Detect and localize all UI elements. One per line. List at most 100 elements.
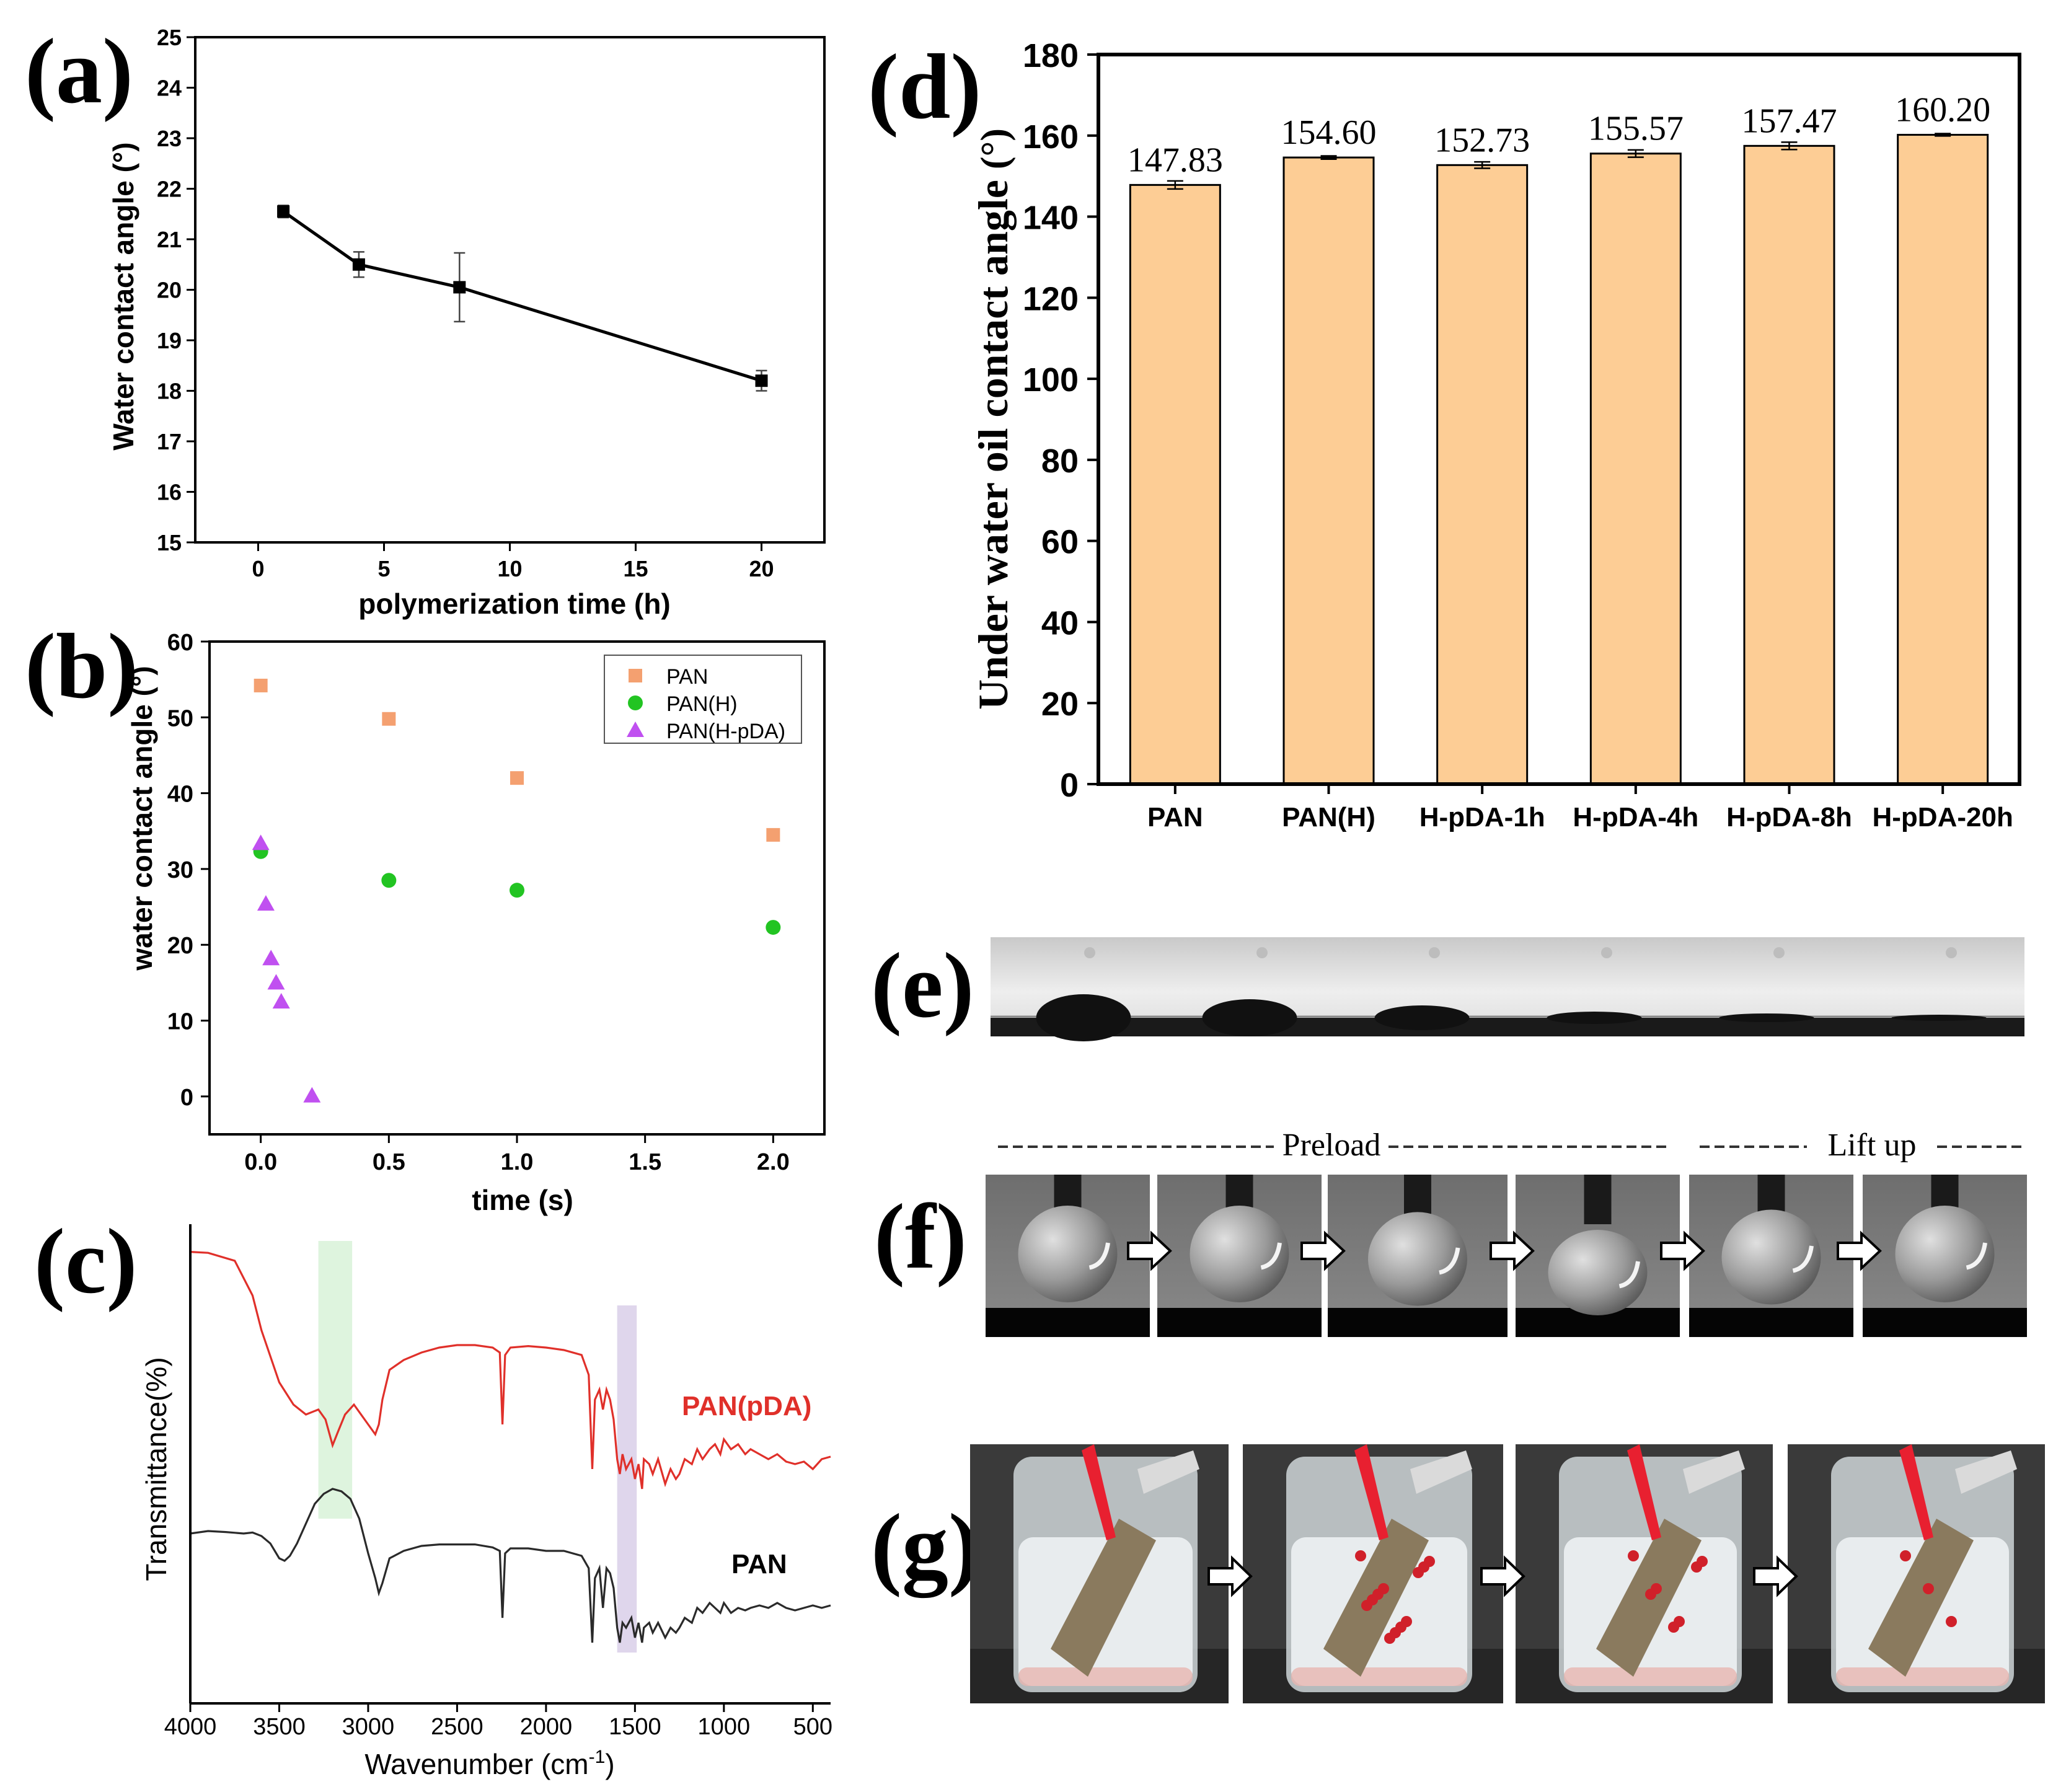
chart-a: 15 16 17 18 19 20 21 22 23 24 25 0 5 10 15 20 Water co… (107, 25, 826, 620)
panel-label-a: (a) (25, 20, 133, 123)
f-oil-droplet (1895, 1206, 1995, 1302)
c-xtick-label: 500 (793, 1714, 832, 1740)
g-tweezer (1683, 1450, 1745, 1494)
g-photo-frame (1788, 1444, 2045, 1703)
d-value-label: 155.57 (1588, 110, 1684, 148)
e-photo-frame (1163, 937, 1335, 1036)
chart-a-x-label: polymerization time (h) (358, 588, 670, 620)
panel-label-f: (f) (874, 1185, 967, 1288)
d-ytick-label: 120 (1023, 280, 1079, 317)
d-ytick-label: 140 (1023, 200, 1079, 237)
panel-e-photo-strip (991, 937, 2024, 1041)
e-water-droplet (1719, 1013, 1814, 1022)
d-xtick-label: H-pDA-4h (1573, 802, 1698, 832)
chart-d-bars: 147.83 154.60 152.73 155.57 157.47 160.20 (1128, 90, 1990, 785)
chart-d-y-label: Under water oil contact angle (°) (969, 128, 1017, 710)
chart-b-y-axis: 0 10 20 30 40 50 60 (167, 630, 210, 1111)
g-photo-frame (1243, 1444, 1503, 1703)
a-ytick-label: 19 (157, 328, 182, 353)
b-point-circle (766, 920, 781, 935)
e-dust-speck (1773, 947, 1785, 958)
d-ytick-label: 20 (1041, 686, 1079, 723)
g-oil-drop (1923, 1583, 1934, 1594)
chart-b-series (252, 678, 781, 1103)
c-xtick-label: 2500 (431, 1714, 483, 1740)
b-point-triangle (303, 1087, 321, 1103)
g-oil-drop (1668, 1622, 1679, 1633)
f-photo-frame (1157, 1175, 1322, 1337)
f-oil-droplet (1018, 1206, 1118, 1302)
b-point-square (766, 828, 780, 842)
a-xtick-label: 15 (623, 556, 648, 581)
g-photo-frame (1516, 1444, 1773, 1703)
f-substrate (1157, 1308, 1322, 1337)
g-tweezer (1955, 1450, 2017, 1494)
d-value-label: 157.47 (1742, 102, 1837, 140)
e-photo-frame (1508, 937, 1680, 1036)
panel-label-g: (g) (871, 1495, 979, 1598)
g-oil-drop (1355, 1550, 1366, 1561)
g-water-tint (1836, 1667, 2009, 1686)
g-sponge (1868, 1519, 1974, 1677)
g-dropper (1082, 1444, 1116, 1540)
d-ytick-label: 60 (1041, 524, 1079, 561)
e-water-droplet (1374, 1005, 1470, 1030)
chart-a-frame (194, 36, 826, 544)
e-water-droplet (1547, 1012, 1642, 1024)
b-ytick-label: 60 (167, 630, 193, 656)
b-xtick-label: 2.0 (757, 1149, 790, 1175)
b-legend-label: PAN(H) (666, 692, 738, 716)
chart-c: 4000 3500 3000 2500 2000 1500 1000 500 PAN(pDA)… (140, 1224, 832, 1780)
e-photo-frame (991, 937, 1163, 1041)
c-xtick-label: 1000 (698, 1714, 751, 1740)
e-water-droplet (1036, 994, 1131, 1041)
f-droplet-highlight (1439, 1247, 1460, 1275)
g-oil-drop (1361, 1600, 1372, 1611)
e-substrate (1852, 1018, 2024, 1036)
d-value-label: 152.73 (1434, 121, 1530, 159)
f-oil-droplet (1190, 1206, 1289, 1302)
e-dust-speck (1256, 947, 1268, 958)
f-droplet-highlight (1966, 1242, 1987, 1270)
f-substrate (1328, 1308, 1508, 1337)
preload-label: Preload (1282, 1128, 1381, 1163)
chart-c-highlight-band-2 (617, 1305, 637, 1653)
e-photo-frame (1335, 937, 1508, 1036)
chart-b-legend: PAN PAN(H) PAN(H-pDA) (604, 655, 802, 744)
e-dust-speck (1946, 947, 1957, 958)
g-tweezer (1410, 1450, 1472, 1494)
c-xtick-label: 2000 (520, 1714, 573, 1740)
e-photo-frame (1852, 937, 2024, 1036)
right-arrow-icon (1207, 1555, 1253, 1597)
d-xtick-label: PAN(H) (1282, 802, 1375, 832)
f-oil-droplet (1368, 1212, 1467, 1306)
right-arrow-icon (1660, 1230, 1705, 1271)
chart-d-x-axis: PAN PAN(H) H-pDA-1h H-pDA-4h H-pDA-8h H-pDA-2… (1147, 784, 2013, 832)
a-ytick-label: 16 (157, 480, 182, 505)
d-bar (1129, 183, 1221, 785)
c-xtick-label: 3000 (342, 1714, 395, 1740)
f-substrate (986, 1308, 1150, 1337)
f-photo-frame (1689, 1175, 1853, 1337)
b-ytick-label: 0 (180, 1085, 193, 1111)
g-water-tint (1564, 1667, 1737, 1686)
e-dust-speck (1084, 947, 1095, 958)
f-photo-frame (1328, 1175, 1508, 1337)
f-droplet-highlight (1618, 1261, 1640, 1289)
g-photo-frame (970, 1444, 1229, 1703)
panel-label-c: (c) (34, 1210, 137, 1313)
b-legend-marker (628, 695, 643, 710)
b-legend-label: PAN(H-pDA) (666, 720, 785, 743)
d-xtick-label: H-pDA-20h (1873, 802, 2013, 832)
b-point-square (510, 771, 524, 785)
b-point-triangle (272, 992, 290, 1009)
d-ytick-label: 80 (1041, 443, 1079, 480)
right-arrow-icon (1480, 1555, 1525, 1597)
b-xtick-label: 0.5 (373, 1149, 405, 1175)
b-legend-marker (629, 669, 642, 682)
f-photo-frame (1516, 1175, 1680, 1337)
c-xtick-label: 4000 (164, 1714, 217, 1740)
chart-a-series (277, 205, 768, 392)
a-ytick-label: 24 (157, 76, 182, 101)
f-needle (1584, 1175, 1612, 1224)
